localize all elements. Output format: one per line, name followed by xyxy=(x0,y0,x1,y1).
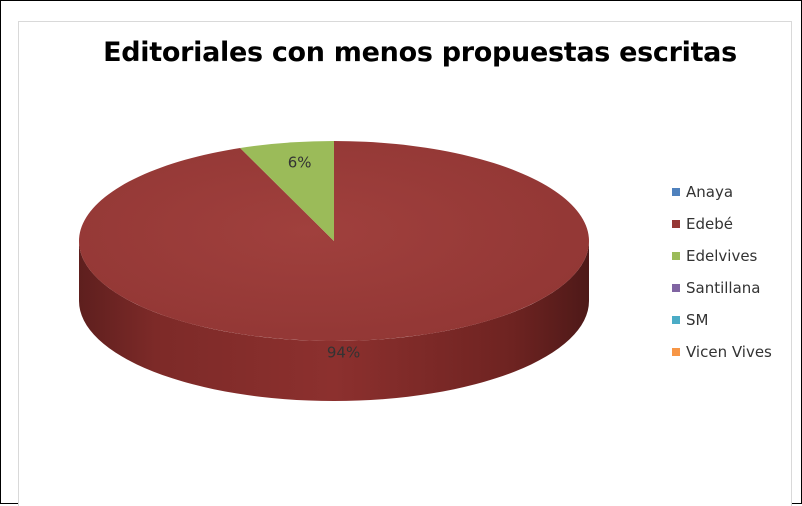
legend-swatch xyxy=(672,316,680,324)
legend-label: Anaya xyxy=(686,183,734,201)
chart-legend: Anaya Edebé Edelvives Santillana SM Vicen Viv… xyxy=(672,176,772,368)
pie-slice-edelvives xyxy=(240,141,334,241)
legend-swatch xyxy=(672,284,680,292)
chart-title: Editoriales con menos propuestas escrita… xyxy=(103,37,737,68)
data-label-edeb-: 94% xyxy=(327,343,360,361)
legend-item: SM xyxy=(672,304,772,336)
legend-item: Anaya xyxy=(672,176,772,208)
legend-swatch xyxy=(672,252,680,260)
pie-side-wall xyxy=(79,241,589,401)
legend-item: Vicen Vives xyxy=(672,336,772,368)
legend-item: Edebé xyxy=(672,208,772,240)
legend-label: Edebé xyxy=(686,215,733,233)
legend-swatch xyxy=(672,188,680,196)
legend-item: Edelvives xyxy=(672,240,772,272)
data-label-edelvives: 6% xyxy=(288,153,312,171)
legend-label: Edelvives xyxy=(686,247,758,265)
legend-label: Vicen Vives xyxy=(686,343,772,361)
legend-swatch xyxy=(672,348,680,356)
legend-swatch xyxy=(672,220,680,228)
legend-label: SM xyxy=(686,311,709,329)
legend-label: Santillana xyxy=(686,279,761,297)
pie-slice-edeb- xyxy=(79,141,589,341)
legend-item: Santillana xyxy=(672,272,772,304)
